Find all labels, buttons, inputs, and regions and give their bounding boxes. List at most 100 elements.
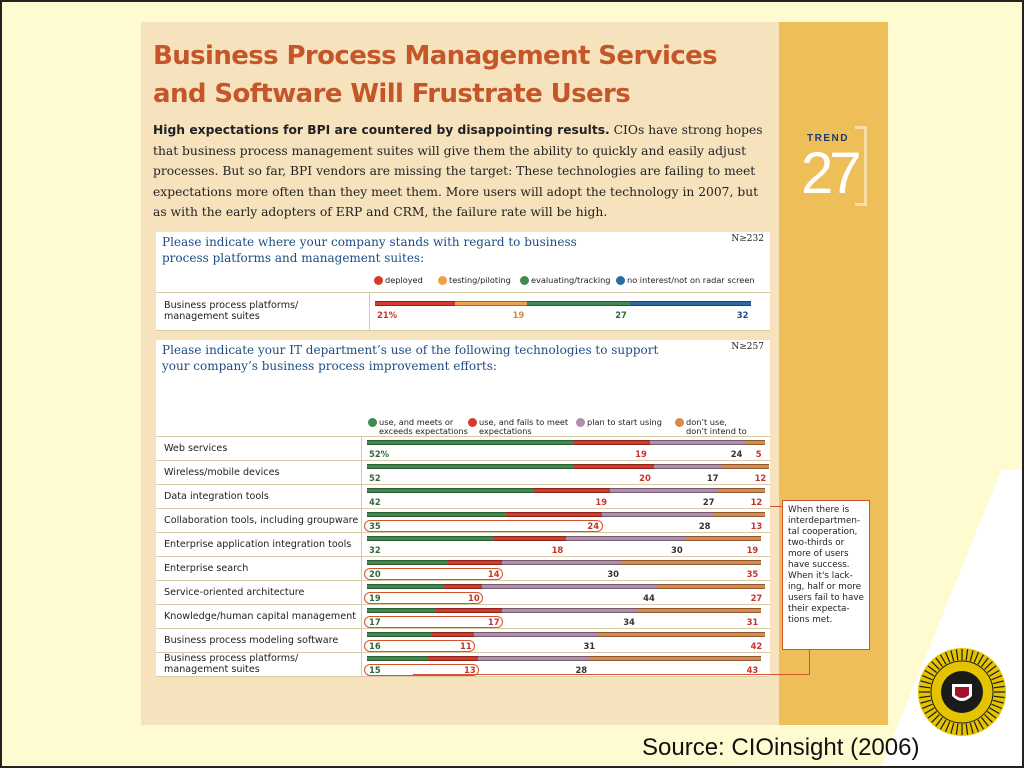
row-divider bbox=[156, 484, 770, 485]
bar-segment bbox=[597, 632, 765, 637]
bar-segment bbox=[717, 488, 765, 493]
row-label: Service-oriented architecture bbox=[164, 587, 304, 598]
chart1-title: Please indicate where your company stand… bbox=[162, 234, 682, 266]
seal-ray bbox=[991, 674, 1002, 681]
row-label-line: Business process platforms/ bbox=[164, 653, 299, 664]
bar-value-label: 20 bbox=[369, 569, 381, 579]
row-label: Business process modeling software bbox=[164, 635, 338, 646]
row-label: Business process platforms/management su… bbox=[164, 300, 298, 322]
row-divider bbox=[156, 556, 770, 557]
bar-value-label: 27 bbox=[615, 310, 627, 320]
bar-value-label: 17 bbox=[487, 617, 500, 627]
legend-entry-line: use, and fails to meet bbox=[479, 417, 569, 427]
row-divider bbox=[156, 436, 770, 437]
circled-value bbox=[364, 640, 476, 652]
row-label-line: management suites bbox=[164, 664, 260, 675]
seal-ray bbox=[984, 661, 993, 670]
seal-ray bbox=[922, 674, 933, 681]
bar-segment bbox=[367, 584, 443, 589]
row-label: Collaboration tools, including groupware bbox=[164, 515, 358, 526]
row-label-line: Enterprise search bbox=[164, 562, 249, 574]
legend-entry-line: expectations bbox=[479, 426, 532, 436]
bar-value-label: 14 bbox=[487, 569, 500, 579]
row-label-line: management suites bbox=[164, 311, 260, 322]
circled-value bbox=[364, 568, 504, 580]
bar-segment bbox=[367, 656, 427, 661]
seal-ray bbox=[981, 657, 989, 667]
seal-ray bbox=[977, 654, 985, 665]
bar-segment bbox=[426, 656, 479, 661]
bar-segment bbox=[367, 560, 447, 565]
article-page: TREND 27 Business Process Management Ser… bbox=[141, 22, 888, 725]
legend-marker bbox=[675, 418, 684, 427]
seal-ray bbox=[944, 652, 951, 663]
circled-value bbox=[364, 616, 504, 628]
row-label: Wireless/mobile devices bbox=[164, 467, 279, 478]
bar-segment bbox=[494, 536, 566, 541]
legend-entry: use, and fails to meet expectations bbox=[479, 418, 568, 436]
legend-entry: no interest/not on radar screen bbox=[627, 275, 755, 285]
bar-value-label: 31 bbox=[583, 641, 596, 651]
row-label-line: Collaboration tools, including groupware bbox=[164, 514, 359, 526]
row-divider bbox=[156, 652, 770, 653]
seal-ray bbox=[989, 707, 1000, 715]
legend-entry-line: don’t use, bbox=[686, 417, 727, 427]
bar-segment bbox=[367, 440, 574, 445]
bar-segment bbox=[713, 512, 765, 517]
legend-entry: testing/piloting bbox=[449, 275, 511, 285]
article-intro: High expectations for BPI are countered … bbox=[153, 120, 768, 223]
bar-segment bbox=[367, 464, 574, 469]
seal-ray bbox=[922, 703, 933, 710]
seal-ray bbox=[920, 699, 932, 704]
bar-segment bbox=[446, 560, 503, 565]
seal-ray bbox=[993, 685, 1005, 689]
row-divider bbox=[156, 508, 770, 509]
seal-ray bbox=[927, 665, 937, 673]
row-divider bbox=[156, 628, 770, 629]
bar-value-label: 24 bbox=[730, 449, 743, 459]
seal-ray bbox=[927, 711, 937, 719]
seal-ray bbox=[955, 649, 959, 661]
legend-entry: don’t use, don’t intend to bbox=[686, 418, 747, 436]
row-label-line: Web services bbox=[164, 442, 228, 454]
bar-segment bbox=[442, 584, 483, 589]
row-label-line: Wireless/mobile devices bbox=[164, 466, 280, 478]
column-divider bbox=[369, 292, 370, 330]
bar-value-label: 19 bbox=[635, 449, 647, 459]
row-label: Data integration tools bbox=[164, 491, 269, 502]
bar-segment bbox=[601, 512, 714, 517]
bar-value-label: 32 bbox=[369, 545, 381, 555]
seal-ray bbox=[944, 721, 951, 732]
bar-segment bbox=[454, 301, 527, 306]
chart1-base: N≥232 bbox=[731, 234, 764, 244]
seal-ray bbox=[992, 699, 1004, 704]
callout-leader-top bbox=[770, 506, 782, 507]
seal-ray bbox=[984, 714, 993, 723]
seal-ray bbox=[991, 703, 1002, 710]
chart2-title-line-1: Please indicate your IT department’s use… bbox=[162, 343, 659, 357]
seal-ray bbox=[965, 723, 969, 735]
bar-segment bbox=[367, 608, 435, 613]
seal-ray bbox=[973, 721, 980, 732]
legend-marker bbox=[576, 418, 585, 427]
bar-value-label: 10 bbox=[468, 593, 480, 603]
bar-segment bbox=[478, 656, 590, 661]
seal-ray bbox=[987, 711, 997, 719]
bar-segment bbox=[367, 536, 495, 541]
legend-entry: evaluating/tracking bbox=[531, 275, 611, 285]
seal-ray bbox=[977, 719, 985, 730]
bar-segment bbox=[657, 584, 765, 589]
row-label: Web services bbox=[164, 443, 227, 454]
bar-value-label: 24 bbox=[587, 521, 600, 531]
chart2-title: Please indicate your IT department’s use… bbox=[162, 342, 682, 374]
row-divider bbox=[156, 604, 770, 605]
headline-line-2: and Software Will Frustrate Users bbox=[153, 79, 631, 109]
bar-value-label: 13 bbox=[750, 521, 763, 531]
bar-value-label: 35 bbox=[369, 521, 381, 531]
bar-segment bbox=[534, 488, 610, 493]
seal-ray bbox=[981, 717, 989, 727]
bar-value-label: 16 bbox=[369, 641, 381, 651]
trend-label: TREND bbox=[807, 133, 849, 144]
legend-entry-line: exceeds expectations bbox=[379, 426, 468, 436]
circled-value bbox=[364, 664, 480, 676]
